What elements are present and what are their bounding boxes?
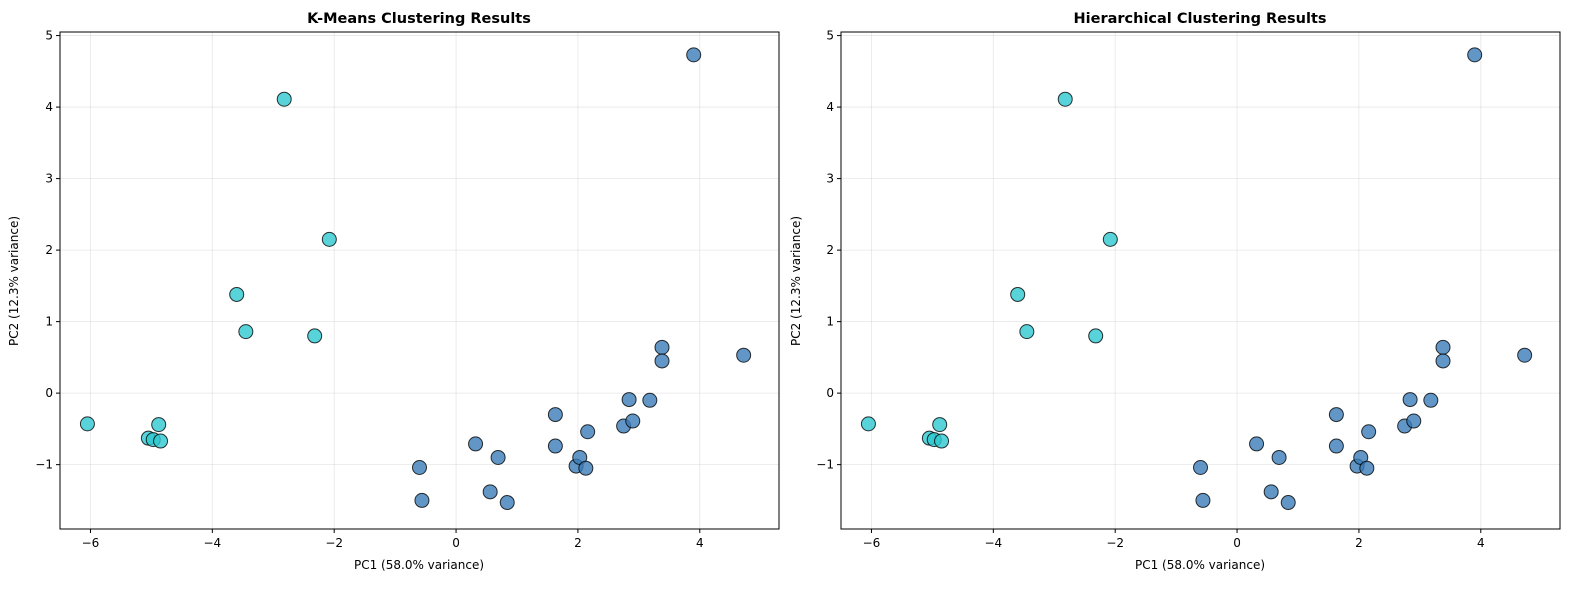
hierarchical-y-tick-label: 1 bbox=[826, 315, 834, 329]
kmeans-point-cluster-1 bbox=[154, 434, 168, 448]
kmeans-chart: K-Means Clustering Results PC1 (58.0% va… bbox=[7, 11, 779, 572]
kmeans-x-axis-label: PC1 (58.0% variance) bbox=[354, 558, 484, 572]
kmeans-point-cluster-0 bbox=[469, 437, 483, 451]
kmeans-x-tick-label: −4 bbox=[203, 536, 221, 550]
kmeans-y-tick-label: −1 bbox=[35, 458, 53, 472]
kmeans-point-cluster-0 bbox=[737, 348, 751, 362]
kmeans-x-tick-label: −6 bbox=[82, 536, 100, 550]
kmeans-y-tick-label: 0 bbox=[45, 386, 53, 400]
hierarchical-point-cluster-0 bbox=[1250, 437, 1264, 451]
hierarchical-x-tick-label: −2 bbox=[1106, 536, 1124, 550]
hierarchical-y-tick-label: 5 bbox=[826, 29, 834, 43]
kmeans-point-cluster-0 bbox=[500, 496, 514, 510]
kmeans-point-cluster-0 bbox=[413, 461, 427, 475]
hierarchical-y-tick-label: 4 bbox=[826, 100, 834, 114]
kmeans-chart-title: K-Means Clustering Results bbox=[307, 11, 531, 27]
kmeans-point-cluster-0 bbox=[491, 450, 505, 464]
hierarchical-point-cluster-0 bbox=[1436, 354, 1450, 368]
hierarchical-point-cluster-0 bbox=[1468, 48, 1482, 62]
hierarchical-x-tick-label: −4 bbox=[984, 536, 1002, 550]
kmeans-point-cluster-0 bbox=[655, 354, 669, 368]
hierarchical-point-cluster-0 bbox=[1272, 450, 1286, 464]
hierarchical-y-tick-label: 2 bbox=[826, 243, 834, 257]
hierarchical-y-tick-label: −1 bbox=[816, 458, 834, 472]
hierarchical-point-cluster-0 bbox=[1436, 340, 1450, 354]
hierarchical-point-cluster-0 bbox=[1194, 461, 1208, 475]
hierarchical-point-cluster-0 bbox=[1196, 493, 1210, 507]
kmeans-y-tick-label: 4 bbox=[45, 100, 53, 114]
kmeans-point-cluster-1 bbox=[277, 92, 291, 106]
hierarchical-x-tick-label: −6 bbox=[863, 536, 881, 550]
hierarchical-chart: Hierarchical Clustering Results PC1 (58.… bbox=[789, 11, 1560, 572]
hierarchical-plot-area bbox=[841, 32, 1560, 529]
kmeans-y-tick-label: 3 bbox=[45, 172, 53, 186]
hierarchical-x-axis-label: PC1 (58.0% variance) bbox=[1135, 558, 1265, 572]
kmeans-y-axis-label: PC2 (12.3% variance) bbox=[7, 216, 21, 346]
kmeans-point-cluster-1 bbox=[239, 325, 253, 339]
kmeans-point-cluster-0 bbox=[581, 425, 595, 439]
kmeans-x-tick-label: 4 bbox=[696, 536, 704, 550]
hierarchical-point-cluster-0 bbox=[1264, 485, 1278, 499]
hierarchical-x-tick-label: 2 bbox=[1355, 536, 1363, 550]
kmeans-x-tick-label: 2 bbox=[574, 536, 582, 550]
kmeans-point-cluster-0 bbox=[548, 408, 562, 422]
kmeans-plot-area bbox=[60, 32, 779, 529]
kmeans-point-cluster-0 bbox=[622, 393, 636, 407]
kmeans-y-tick-label: 1 bbox=[45, 315, 53, 329]
hierarchical-point-cluster-0 bbox=[1281, 496, 1295, 510]
hierarchical-point-cluster-0 bbox=[1329, 408, 1343, 422]
hierarchical-point-cluster-1 bbox=[1020, 325, 1034, 339]
hierarchical-x-tick-label: 4 bbox=[1477, 536, 1485, 550]
kmeans-point-cluster-0 bbox=[626, 414, 640, 428]
hierarchical-x-tick-label: 0 bbox=[1233, 536, 1241, 550]
kmeans-point-cluster-0 bbox=[415, 493, 429, 507]
hierarchical-point-cluster-1 bbox=[1058, 92, 1072, 106]
hierarchical-point-cluster-0 bbox=[1362, 425, 1376, 439]
kmeans-y-tick-label: 2 bbox=[45, 243, 53, 257]
hierarchical-point-cluster-1 bbox=[861, 417, 875, 431]
kmeans-point-cluster-1 bbox=[322, 232, 336, 246]
kmeans-y-tick-label: 5 bbox=[45, 29, 53, 43]
hierarchical-point-cluster-0 bbox=[1329, 439, 1343, 453]
hierarchical-point-cluster-0 bbox=[1407, 414, 1421, 428]
kmeans-point-cluster-0 bbox=[655, 340, 669, 354]
hierarchical-point-cluster-1 bbox=[1089, 329, 1103, 343]
kmeans-point-cluster-1 bbox=[308, 329, 322, 343]
kmeans-point-cluster-0 bbox=[643, 393, 657, 407]
hierarchical-point-cluster-0 bbox=[1403, 393, 1417, 407]
hierarchical-y-axis-label: PC2 (12.3% variance) bbox=[789, 216, 803, 346]
hierarchical-y-tick-label: 3 bbox=[826, 172, 834, 186]
hierarchical-point-cluster-0 bbox=[1518, 348, 1532, 362]
kmeans-point-cluster-1 bbox=[152, 418, 166, 432]
hierarchical-y-tick-label: 0 bbox=[826, 386, 834, 400]
hierarchical-point-cluster-1 bbox=[935, 434, 949, 448]
hierarchical-point-cluster-1 bbox=[1011, 287, 1025, 301]
kmeans-point-cluster-0 bbox=[579, 461, 593, 475]
hierarchical-point-cluster-0 bbox=[1360, 461, 1374, 475]
kmeans-point-cluster-0 bbox=[548, 439, 562, 453]
hierarchical-point-cluster-0 bbox=[1424, 393, 1438, 407]
kmeans-x-tick-label: −2 bbox=[325, 536, 343, 550]
kmeans-x-tick-label: 0 bbox=[452, 536, 460, 550]
kmeans-point-cluster-1 bbox=[230, 287, 244, 301]
hierarchical-chart-title: Hierarchical Clustering Results bbox=[1074, 11, 1327, 27]
hierarchical-point-cluster-1 bbox=[1103, 232, 1117, 246]
kmeans-point-cluster-0 bbox=[687, 48, 701, 62]
hierarchical-point-cluster-1 bbox=[933, 418, 947, 432]
kmeans-point-cluster-0 bbox=[483, 485, 497, 499]
kmeans-point-cluster-1 bbox=[80, 417, 94, 431]
